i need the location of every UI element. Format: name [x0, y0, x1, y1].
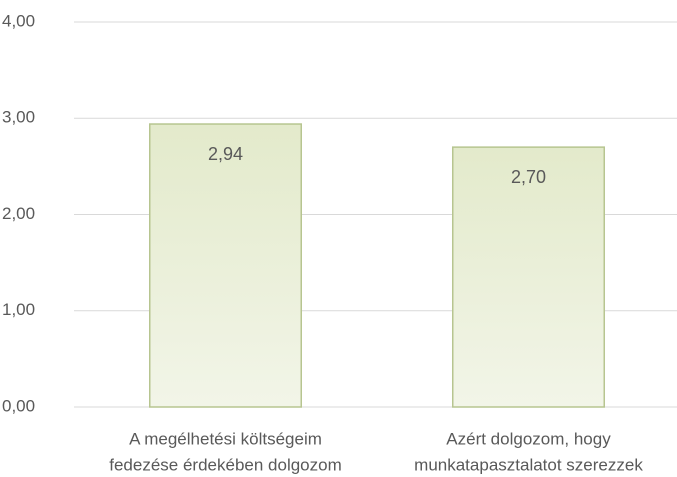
x-tick-label: fedezése érdekében dolgozom — [109, 455, 342, 474]
x-tick-label: Azért dolgozom, hogy — [446, 429, 611, 448]
bar — [452, 146, 605, 408]
y-tick-label: 3,00 — [2, 108, 35, 127]
y-tick-label: 2,00 — [2, 204, 35, 223]
value-label: 2,94 — [208, 144, 243, 164]
value-label: 2,70 — [511, 167, 546, 187]
y-tick-label: 4,00 — [2, 11, 35, 30]
y-tick-label: 1,00 — [2, 300, 35, 319]
bar — [149, 123, 302, 408]
x-tick-label: munkatapasztalatot szerezzek — [414, 455, 643, 474]
y-tick-label: 0,00 — [2, 396, 35, 415]
x-tick-label: A megélhetési költségeim — [129, 429, 322, 448]
